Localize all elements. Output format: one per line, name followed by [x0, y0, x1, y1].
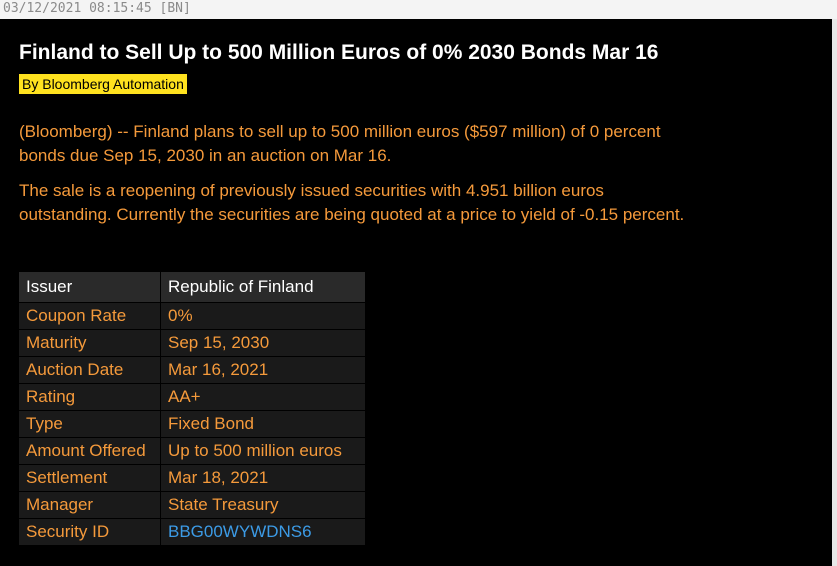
- table-row: Coupon Rate 0%: [19, 302, 365, 330]
- table-row: Amount Offered Up to 500 million euros: [19, 437, 365, 465]
- field-label: Auction Date: [19, 356, 161, 384]
- field-value[interactable]: BBG00WYWDNS6: [160, 518, 365, 546]
- field-value: Mar 16, 2021: [160, 356, 365, 384]
- field-label: Rating: [19, 383, 161, 411]
- field-label: Settlement: [19, 464, 161, 492]
- table-row: Auction Date Mar 16, 2021: [19, 356, 365, 384]
- field-label: Type: [19, 410, 161, 438]
- table-header: Issuer Republic of Finland: [19, 272, 365, 303]
- field-value: AA+: [160, 383, 365, 411]
- table-row: Rating AA+: [19, 383, 365, 411]
- table-row: Security ID BBG00WYWDNS6: [19, 518, 365, 546]
- field-value: State Treasury: [160, 491, 365, 519]
- header-cell: Issuer: [19, 272, 161, 303]
- field-label: Security ID: [19, 518, 161, 546]
- field-value: Fixed Bond: [160, 410, 365, 438]
- byline[interactable]: By Bloomberg Automation: [19, 74, 187, 94]
- table-row: Manager State Treasury: [19, 491, 365, 519]
- field-value: Up to 500 million euros: [160, 437, 365, 465]
- header-cell: Republic of Finland: [160, 272, 365, 303]
- news-panel: Finland to Sell Up to 500 Million Euros …: [0, 19, 837, 566]
- field-label: Manager: [19, 491, 161, 519]
- headline: Finland to Sell Up to 500 Million Euros …: [19, 41, 659, 64]
- paragraph: The sale is a reopening of previously is…: [19, 181, 685, 224]
- bond-table: Issuer Republic of Finland Coupon Rate 0% Ma…: [19, 272, 365, 546]
- field-value: Mar 18, 2021: [160, 464, 365, 492]
- story-body: (Bloomberg) -- Finland plans to sell up …: [19, 120, 689, 238]
- field-label: Maturity: [19, 329, 161, 357]
- table-row: Maturity Sep 15, 2030: [19, 329, 365, 357]
- top-bar: 03/12/2021 08:15:45 [BN]: [0, 0, 837, 19]
- field-value: Sep 15, 2030: [160, 329, 365, 357]
- paragraph: (Bloomberg) -- Finland plans to sell up …: [19, 122, 661, 165]
- table-row: Type Fixed Bond: [19, 410, 365, 438]
- table-row: Settlement Mar 18, 2021: [19, 464, 365, 492]
- field-value: 0%: [160, 302, 365, 330]
- field-label: Amount Offered: [19, 437, 161, 465]
- timestamp: 03/12/2021 08:15:45 [BN]: [3, 1, 191, 16]
- field-label: Coupon Rate: [19, 302, 161, 330]
